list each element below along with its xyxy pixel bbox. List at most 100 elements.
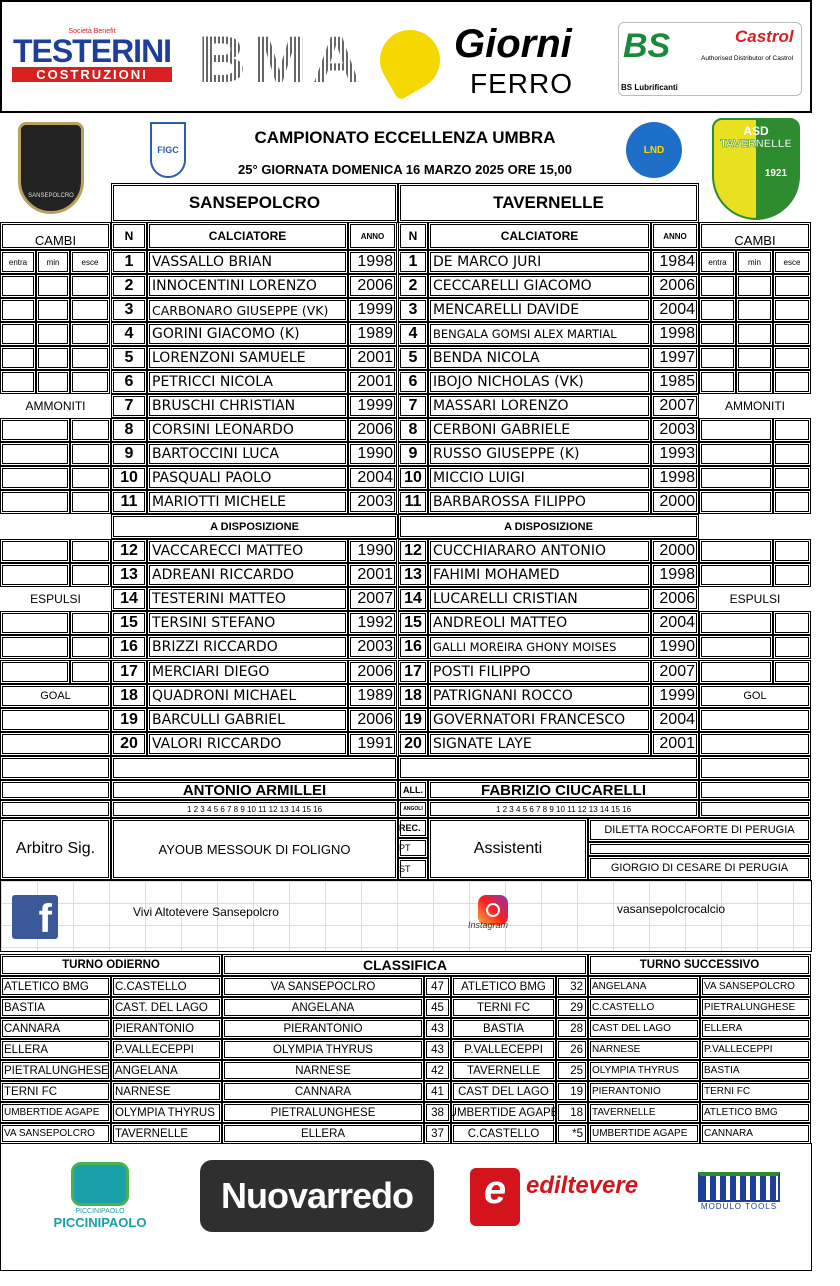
away-sub-minute-box[interactable]: min	[736, 250, 773, 274]
away-sub-out-box[interactable]	[773, 346, 811, 370]
away-goal-box[interactable]	[699, 731, 811, 756]
away-note-box[interactable]	[699, 563, 773, 588]
home-note-box[interactable]	[0, 490, 70, 514]
away-sub-minute-box[interactable]	[736, 322, 773, 346]
home-coach-name: ANTONIO ARMILLEI	[111, 780, 398, 800]
away-sub-out-box[interactable]: esce	[773, 250, 811, 274]
home-note-box[interactable]	[70, 611, 111, 636]
home-note-box[interactable]	[0, 418, 70, 442]
away-note-box[interactable]	[773, 659, 811, 684]
away-note-box[interactable]	[699, 490, 773, 514]
away-sub-in-box[interactable]	[699, 274, 736, 298]
home-sub-in-box[interactable]	[0, 274, 36, 298]
standing-points: 41	[424, 1081, 451, 1102]
away-note-box[interactable]	[773, 442, 811, 466]
facebook-page-name[interactable]: Vivi Altotevere Sansepolcro	[133, 905, 279, 919]
home-note-box[interactable]	[0, 442, 70, 466]
standing-team: ANGELANA	[222, 997, 424, 1018]
away-sub-in-box[interactable]	[699, 298, 736, 322]
away-sub-out-box[interactable]	[773, 298, 811, 322]
away-player-number: 9	[398, 442, 428, 466]
away-sub-in-box[interactable]	[699, 370, 736, 394]
facebook-icon[interactable]: f	[12, 895, 58, 939]
home-sub-out-box[interactable]: esce	[70, 250, 110, 274]
home-note-box[interactable]	[70, 466, 111, 490]
home-sub-in-box[interactable]: entra	[0, 250, 36, 274]
away-note-box[interactable]	[773, 635, 811, 660]
home-sub-minute-box[interactable]	[36, 274, 70, 298]
home-note-box[interactable]	[70, 563, 111, 588]
away-note-box[interactable]	[699, 418, 773, 442]
home-note-box[interactable]	[70, 418, 111, 442]
away-sub-in-box[interactable]	[699, 346, 736, 370]
home-sub-minute-box[interactable]	[36, 298, 70, 322]
ediltevere-name: ediltevere	[526, 1172, 639, 1199]
away-player-name: CUCCHIARARO ANTONIO	[428, 539, 651, 563]
next-home-team: PIERANTONIO	[588, 1081, 700, 1102]
away-player-year: 1993	[651, 442, 699, 466]
away-sub-out-box[interactable]	[773, 370, 811, 394]
home-sub-in-box[interactable]	[0, 346, 36, 370]
home-note-box[interactable]	[0, 635, 70, 660]
instagram-icon[interactable]	[478, 895, 508, 925]
home-sub-out-box[interactable]	[70, 370, 110, 394]
figc-text: FIGC	[157, 145, 179, 155]
home-note-box[interactable]	[0, 659, 70, 684]
bs-castrol-logo: BS BS Lubrificanti Castrol Authorised Di…	[618, 22, 802, 96]
home-player-name: VACCARECCI MATTEO	[147, 539, 348, 563]
home-note-box[interactable]	[70, 659, 111, 684]
away-note-box[interactable]	[699, 442, 773, 466]
away-note-box[interactable]	[699, 466, 773, 490]
away-sub-out-box[interactable]	[773, 274, 811, 298]
home-note-box[interactable]	[70, 539, 111, 563]
home-sub-minute-box[interactable]: min	[36, 250, 70, 274]
referee-label: Arbitro Sig.	[0, 818, 111, 880]
home-player-year: 2006	[348, 707, 397, 732]
away-note-box[interactable]	[773, 611, 811, 636]
home-note-box[interactable]	[0, 466, 70, 490]
home-goal-box[interactable]	[0, 731, 111, 756]
away-goal-box[interactable]	[699, 707, 811, 732]
away-note-box[interactable]	[773, 539, 811, 563]
away-note-box[interactable]	[773, 466, 811, 490]
away-player-name: RUSSO GIUSEPPE (K)	[428, 442, 651, 466]
away-sub-minute-box[interactable]	[736, 298, 773, 322]
home-sub-in-box[interactable]	[0, 322, 36, 346]
home-sub-minute-box[interactable]	[36, 322, 70, 346]
home-note-box[interactable]	[70, 442, 111, 466]
away-sub-minute-box[interactable]	[736, 370, 773, 394]
home-note-box[interactable]	[70, 490, 111, 514]
home-sub-out-box[interactable]	[70, 322, 110, 346]
away-sub-minute-box[interactable]	[736, 274, 773, 298]
home-sub-in-box[interactable]	[0, 370, 36, 394]
away-sub-in-box[interactable]: entra	[699, 250, 736, 274]
referee-name: AYOUB MESSOUK DI FOLIGNO	[111, 818, 398, 880]
instagram-account[interactable]: vasansepolcrocalcio	[617, 902, 726, 916]
home-sub-in-box[interactable]	[0, 298, 36, 322]
home-note-box[interactable]	[0, 563, 70, 588]
home-player-year: 1999	[348, 298, 397, 322]
away-note-box[interactable]	[773, 563, 811, 588]
away-note-box[interactable]	[699, 539, 773, 563]
home-note-box[interactable]	[70, 635, 111, 660]
away-note-box[interactable]	[773, 490, 811, 514]
away-note-box[interactable]	[699, 659, 773, 684]
away-sub-out-box[interactable]	[773, 322, 811, 346]
next-home-team: NARNESE	[588, 1039, 700, 1060]
home-goal-box[interactable]	[0, 707, 111, 732]
home-note-box[interactable]	[0, 611, 70, 636]
home-sub-minute-box[interactable]	[36, 346, 70, 370]
matchday-subtitle: 25° GIORNATA DOMENICA 16 MARZO 2025 ORE …	[238, 162, 572, 177]
standing-team: CAST DEL LAGO	[451, 1081, 556, 1102]
home-sub-minute-box[interactable]	[36, 370, 70, 394]
home-note-box[interactable]	[0, 539, 70, 563]
home-player-number: 8	[111, 418, 147, 442]
away-sub-in-box[interactable]	[699, 322, 736, 346]
home-sub-out-box[interactable]	[70, 298, 110, 322]
away-sub-minute-box[interactable]	[736, 346, 773, 370]
home-sub-out-box[interactable]	[70, 274, 110, 298]
away-note-box[interactable]	[699, 635, 773, 660]
home-sub-out-box[interactable]	[70, 346, 110, 370]
away-note-box[interactable]	[699, 611, 773, 636]
away-note-box[interactable]	[773, 418, 811, 442]
